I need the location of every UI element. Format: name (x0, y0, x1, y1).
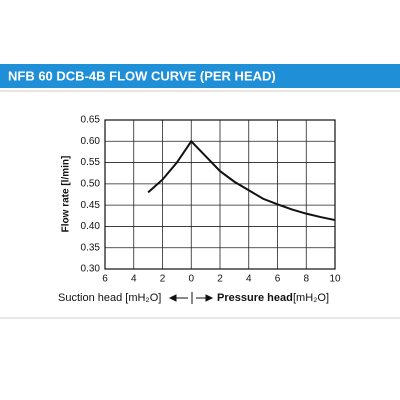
x-tick-label: 8 (303, 274, 309, 285)
title-bar (0, 64, 400, 88)
y-tick-label: 0.35 (81, 242, 101, 253)
flow-curve (147, 139, 336, 222)
x-axis-label: Suction head [mH₂O] (58, 292, 161, 304)
y-tick-label: 0.50 (81, 178, 101, 189)
x-tick-label: 0 (188, 274, 194, 285)
y-tick-label: 0.65 (81, 115, 101, 126)
x-tick-label: 4 (246, 274, 252, 285)
direction-arrow (168, 292, 214, 304)
y-tick-label: 0.40 (81, 221, 101, 232)
x-axis-label: Pressure head (217, 292, 293, 304)
y-tick-label: 0.30 (81, 264, 101, 275)
x-tick-label: 2 (160, 274, 166, 285)
x-axis-label: [mH₂O] (293, 292, 329, 304)
x-tick-label: 6 (275, 274, 281, 285)
x-tick-label: 2 (217, 274, 223, 285)
y-tick-label: 0.45 (81, 200, 101, 211)
x-tick-label: 10 (329, 274, 341, 285)
x-tick-label: 4 (131, 274, 137, 285)
y-tick-label: 0.55 (81, 157, 101, 168)
x-tick-label: 6 (102, 274, 108, 285)
y-tick-label: 0.60 (81, 136, 101, 147)
chart-title: NFB 60 DCB-4B FLOW CURVE (PER HEAD) (8, 68, 276, 83)
plot-frame (104, 119, 336, 270)
y-axis-label: Flow rate [l/min] (61, 156, 72, 233)
